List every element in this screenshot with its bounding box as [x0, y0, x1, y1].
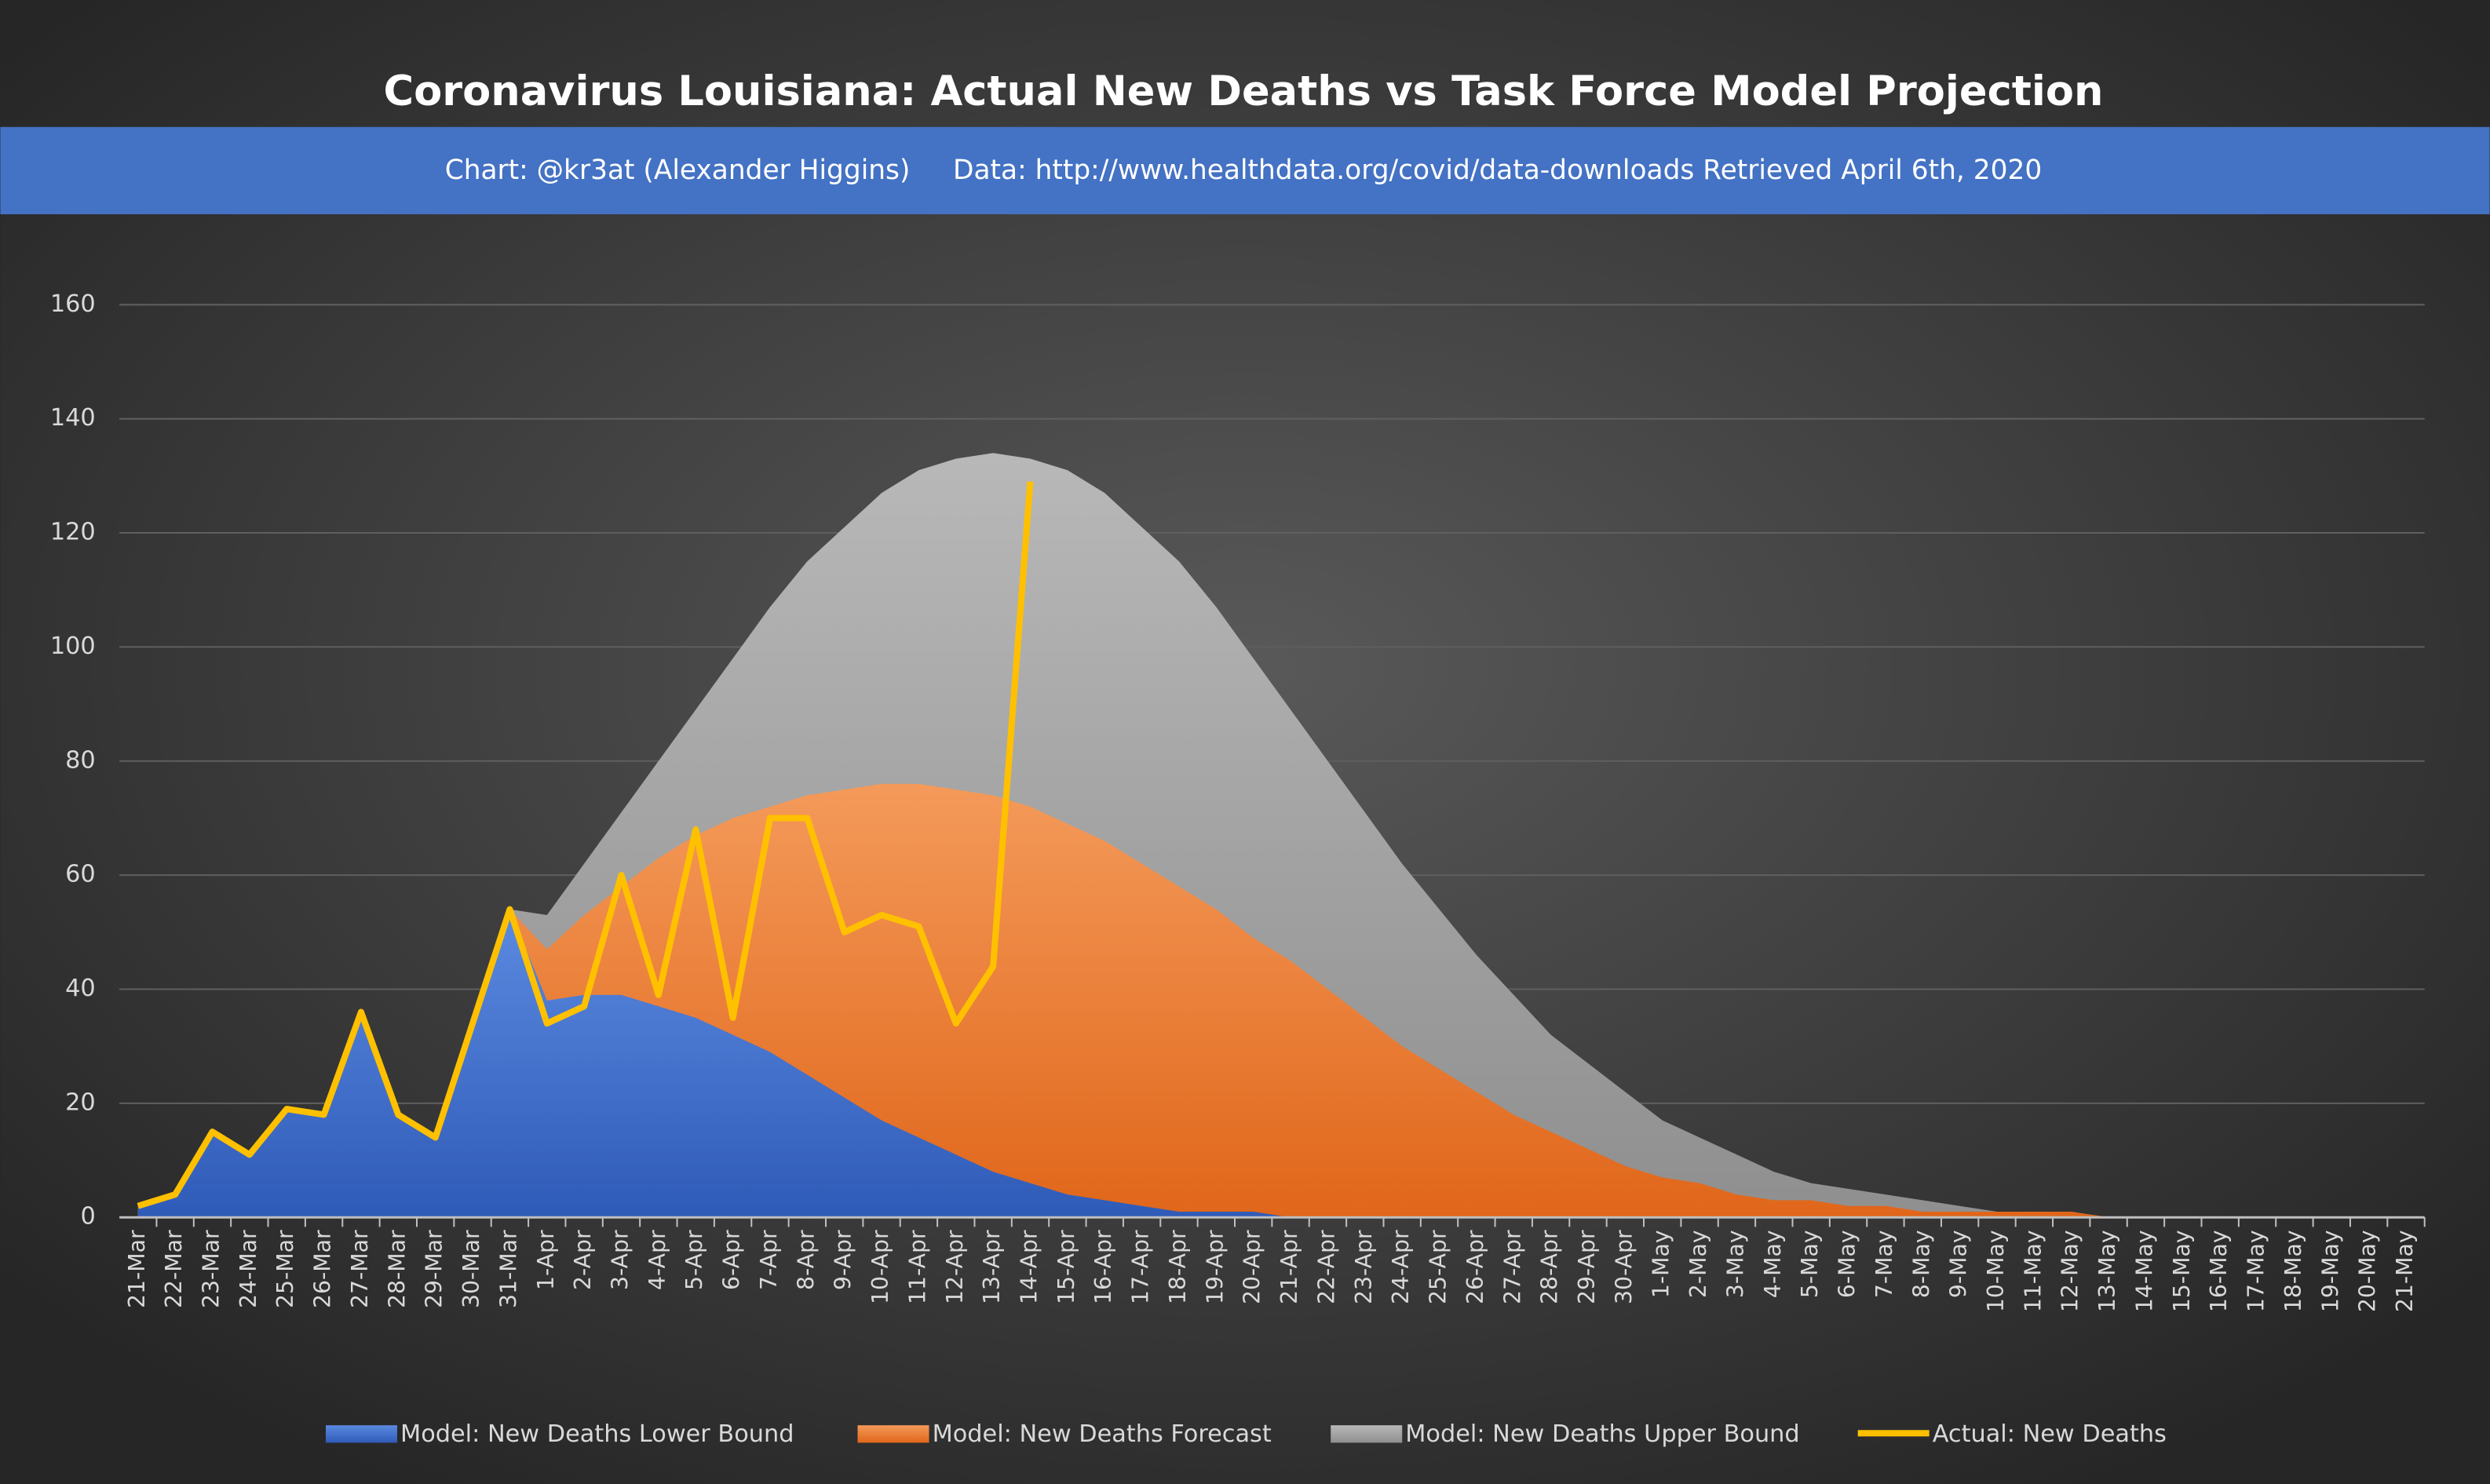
x-tick-label: 27-Apr — [1499, 1230, 1525, 1304]
y-tick-label: 120 — [50, 519, 96, 546]
x-tick-label: 25-Apr — [1426, 1230, 1451, 1304]
x-tick-label: 27-Mar — [347, 1230, 373, 1308]
x-tick-label: 7-Apr — [756, 1230, 782, 1290]
x-tick-label: 15-May — [2169, 1230, 2195, 1312]
x-tick-label: 6-May — [1835, 1230, 1860, 1298]
x-tick-label: 15-Apr — [1053, 1230, 1079, 1304]
x-tick-label: 16-May — [2206, 1230, 2232, 1312]
x-tick-label: 25-Mar — [272, 1230, 298, 1308]
x-tick-label: 29-Apr — [1574, 1230, 1600, 1304]
y-tick-label: 140 — [50, 404, 96, 432]
x-tick-label: 12-May — [2057, 1230, 2083, 1312]
x-tick-label: 20-Apr — [1240, 1230, 1265, 1304]
legend-swatch — [857, 1425, 929, 1443]
y-tick-label: 60 — [65, 861, 96, 888]
chart-subtitle: Chart: @kr3at (Alexander Higgins) Data: … — [445, 155, 2043, 186]
x-tick-label: 30-Apr — [1611, 1230, 1637, 1304]
x-tick-label: 2-May — [1685, 1230, 1711, 1298]
x-tick-label: 28-Mar — [384, 1230, 410, 1308]
y-tick-label: 80 — [65, 746, 96, 774]
x-tick-label: 1-Apr — [533, 1230, 559, 1290]
x-tick-label: 18-May — [2280, 1230, 2306, 1312]
x-tick-label: 12-Apr — [942, 1230, 968, 1304]
x-tick-label: 10-May — [1983, 1230, 2009, 1312]
x-tick-label: 14-Apr — [1017, 1230, 1042, 1304]
line — [137, 481, 1034, 1209]
x-tick-label: 3-May — [1722, 1230, 1748, 1298]
x-tick-label: 7-May — [1871, 1230, 1897, 1298]
area — [137, 909, 2407, 1218]
x-tick-label: 1-May — [1648, 1230, 1674, 1298]
x-tick-label: 21-Apr — [1276, 1230, 1302, 1304]
x-tick-label: 24-Mar — [235, 1230, 261, 1308]
x-tick-label: 8-May — [1908, 1230, 1934, 1298]
y-tick-label: 100 — [50, 633, 96, 660]
x-tick-label: 26-Apr — [1462, 1230, 1488, 1304]
x-tick-label: 21-May — [2392, 1230, 2418, 1312]
x-tick-label: 21-Mar — [124, 1230, 150, 1308]
x-tick-label: 22-Mar — [161, 1230, 187, 1308]
chart-title: Coronavirus Louisiana: Actual New Deaths… — [384, 67, 2104, 115]
x-tick-label: 4-May — [1760, 1230, 1786, 1298]
x-tick-label: 18-Apr — [1165, 1230, 1191, 1304]
x-tick-label: 17-May — [2244, 1230, 2269, 1312]
x-tick-label: 19-May — [2317, 1230, 2343, 1312]
x-tick-label: 30-Mar — [458, 1230, 484, 1308]
x-tick-label: 8-Apr — [793, 1230, 819, 1290]
x-tick-label: 2-Apr — [570, 1230, 596, 1290]
x-tick-label: 19-Apr — [1202, 1230, 1228, 1304]
x-tick-label: 6-Apr — [719, 1230, 745, 1290]
x-tick-label: 13-May — [2094, 1230, 2120, 1312]
y-tick-label: 20 — [65, 1088, 96, 1116]
x-tick-label: 3-Apr — [607, 1230, 633, 1290]
y-tick-label: 0 — [80, 1203, 95, 1231]
x-tick-label: 20-May — [2355, 1230, 2381, 1312]
x-tick-label: 31-Mar — [495, 1230, 521, 1308]
subtitle-band — [0, 126, 2490, 215]
x-tick-label: 29-Mar — [422, 1230, 447, 1308]
x-tick-label: 23-Mar — [198, 1230, 224, 1308]
legend-swatch — [325, 1425, 398, 1443]
x-tick-label: 10-Apr — [867, 1230, 893, 1304]
legend-label: Model: New Deaths Upper Bound — [1405, 1420, 1799, 1448]
x-tick-label: 22-Apr — [1313, 1230, 1339, 1304]
legend-label: Model: New Deaths Forecast — [933, 1420, 1272, 1448]
x-tick-label: 11-Apr — [904, 1230, 930, 1304]
legend-label: Actual: New Deaths — [1933, 1420, 2167, 1448]
x-tick-label: 24-Apr — [1388, 1230, 1414, 1304]
x-tick-label: 26-Mar — [310, 1230, 336, 1308]
x-tick-label: 9-May — [1946, 1230, 1972, 1298]
x-tick-label: 17-Apr — [1128, 1230, 1154, 1304]
x-tick-label: 9-Apr — [831, 1230, 856, 1290]
x-tick-label: 5-Apr — [681, 1230, 707, 1290]
x-tick-label: 13-Apr — [979, 1230, 1005, 1304]
x-tick-label: 14-May — [2131, 1230, 2157, 1312]
x-tick-label: 4-Apr — [644, 1230, 670, 1290]
x-tick-label: 23-Apr — [1351, 1230, 1377, 1304]
x-tick-label: 11-May — [2020, 1230, 2046, 1312]
legend-swatch — [1331, 1425, 1403, 1443]
x-tick-label: 16-Apr — [1090, 1230, 1116, 1304]
y-tick-label: 160 — [50, 290, 96, 318]
x-tick-label: 28-Apr — [1537, 1230, 1563, 1304]
y-tick-label: 40 — [65, 975, 96, 1002]
legend-label: Model: New Deaths Lower Bound — [400, 1420, 794, 1448]
x-tick-label: 5-May — [1797, 1230, 1823, 1298]
